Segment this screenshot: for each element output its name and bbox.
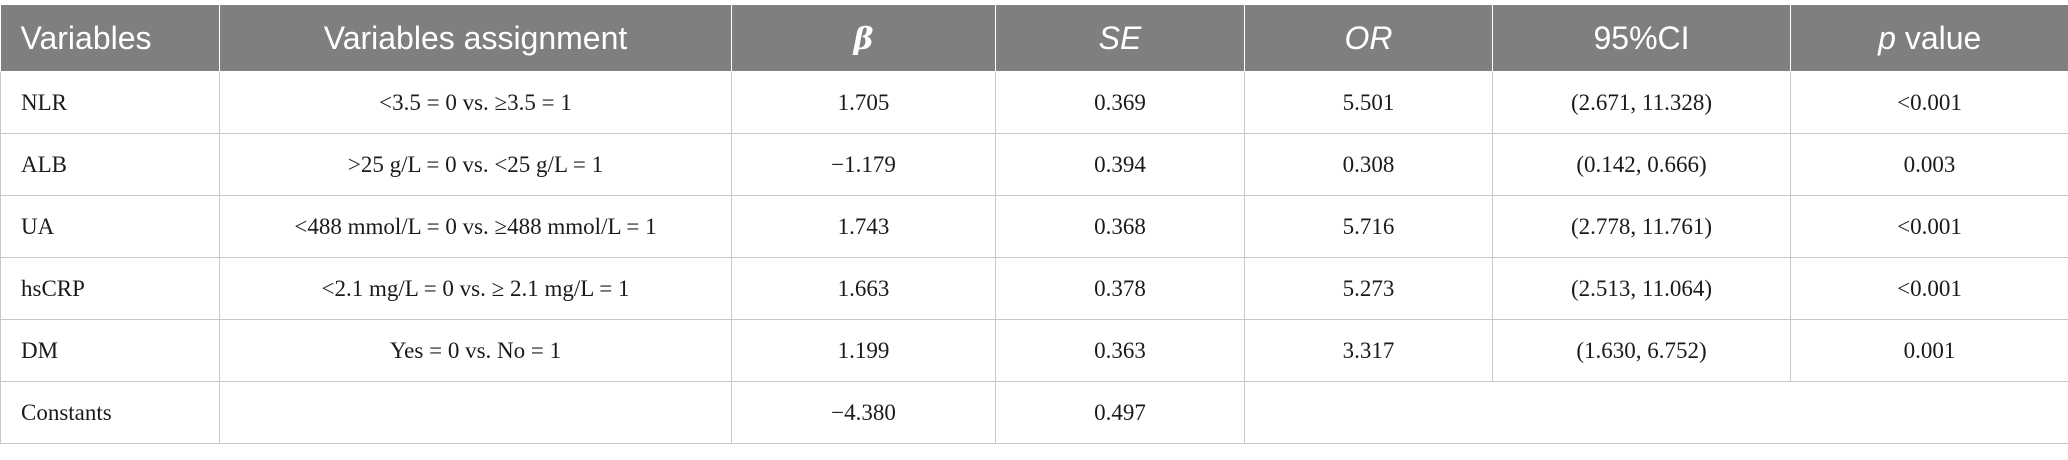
header-p-italic: p [1878, 19, 1896, 56]
header-assignment: Variables assignment [219, 5, 732, 72]
table-header: Variables Variables assignment β SE OR 9… [0, 5, 2068, 72]
header-p-rest: value [1895, 19, 1982, 56]
cell-beta: 1.705 [731, 71, 996, 134]
cell-assignment: Yes = 0 vs. No = 1 [219, 319, 732, 382]
cell-assignment: <488 mmol/L = 0 vs. ≥488 mmol/L = 1 [219, 195, 732, 258]
header-se: SE [995, 5, 1245, 72]
header-se-text: SE [1098, 19, 1142, 56]
table-row: DM Yes = 0 vs. No = 1 1.199 0.363 3.317 … [0, 319, 2068, 382]
cell-variable: hsCRP [0, 257, 220, 320]
header-p-value: p value [1790, 5, 2068, 72]
cell-ci: (0.142, 0.666) [1492, 133, 1791, 196]
cell-assignment: <3.5 = 0 vs. ≥3.5 = 1 [219, 71, 732, 134]
cell-or: 0.308 [1244, 133, 1493, 196]
cell-se: 0.378 [995, 257, 1245, 320]
regression-table-container: Variables Variables assignment β SE OR 9… [0, 5, 2068, 444]
header-ci: 95%CI [1492, 5, 1791, 72]
cell-p: 0.003 [1790, 133, 2068, 196]
cell-beta: 1.663 [731, 257, 996, 320]
table-body: NLR <3.5 = 0 vs. ≥3.5 = 1 1.705 0.369 5.… [0, 71, 2068, 444]
cell-p: 0.001 [1790, 319, 2068, 382]
cell-beta: 1.199 [731, 319, 996, 382]
cell-ci: (2.778, 11.761) [1492, 195, 1791, 258]
header-or-text: OR [1344, 19, 1393, 56]
cell-assignment [219, 381, 732, 444]
table-row: hsCRP <2.1 mg/L = 0 vs. ≥ 2.1 mg/L = 1 1… [0, 257, 2068, 320]
cell-or: 5.273 [1244, 257, 1493, 320]
header-beta-symbol: β [853, 21, 874, 57]
cell-empty-merged [1244, 381, 2068, 444]
cell-p: <0.001 [1790, 71, 2068, 134]
cell-or: 5.501 [1244, 71, 1493, 134]
cell-beta: −4.380 [731, 381, 996, 444]
cell-beta: 1.743 [731, 195, 996, 258]
table-row: NLR <3.5 = 0 vs. ≥3.5 = 1 1.705 0.369 5.… [0, 71, 2068, 134]
cell-se: 0.368 [995, 195, 1245, 258]
cell-se: 0.363 [995, 319, 1245, 382]
cell-variable: Constants [0, 381, 220, 444]
cell-se: 0.369 [995, 71, 1245, 134]
table-row: UA <488 mmol/L = 0 vs. ≥488 mmol/L = 1 1… [0, 195, 2068, 258]
cell-p: <0.001 [1790, 195, 2068, 258]
table-row: ALB >25 g/L = 0 vs. <25 g/L = 1 −1.179 0… [0, 133, 2068, 196]
cell-or: 5.716 [1244, 195, 1493, 258]
cell-ci: (1.630, 6.752) [1492, 319, 1791, 382]
cell-variable: DM [0, 319, 220, 382]
cell-variable: ALB [0, 133, 220, 196]
constants-row: Constants −4.380 0.497 [0, 381, 2068, 444]
header-variables: Variables [0, 5, 220, 72]
header-or: OR [1244, 5, 1493, 72]
logistic-regression-table: Variables Variables assignment β SE OR 9… [0, 5, 2068, 444]
cell-or: 3.317 [1244, 319, 1493, 382]
cell-variable: NLR [0, 71, 220, 134]
cell-beta: −1.179 [731, 133, 996, 196]
header-row: Variables Variables assignment β SE OR 9… [0, 5, 2068, 72]
cell-se: 0.394 [995, 133, 1245, 196]
cell-assignment: >25 g/L = 0 vs. <25 g/L = 1 [219, 133, 732, 196]
cell-ci: (2.513, 11.064) [1492, 257, 1791, 320]
cell-p: <0.001 [1790, 257, 2068, 320]
cell-se: 0.497 [995, 381, 1245, 444]
cell-ci: (2.671, 11.328) [1492, 71, 1791, 134]
cell-assignment: <2.1 mg/L = 0 vs. ≥ 2.1 mg/L = 1 [219, 257, 732, 320]
cell-variable: UA [0, 195, 220, 258]
header-beta: β [731, 5, 996, 72]
